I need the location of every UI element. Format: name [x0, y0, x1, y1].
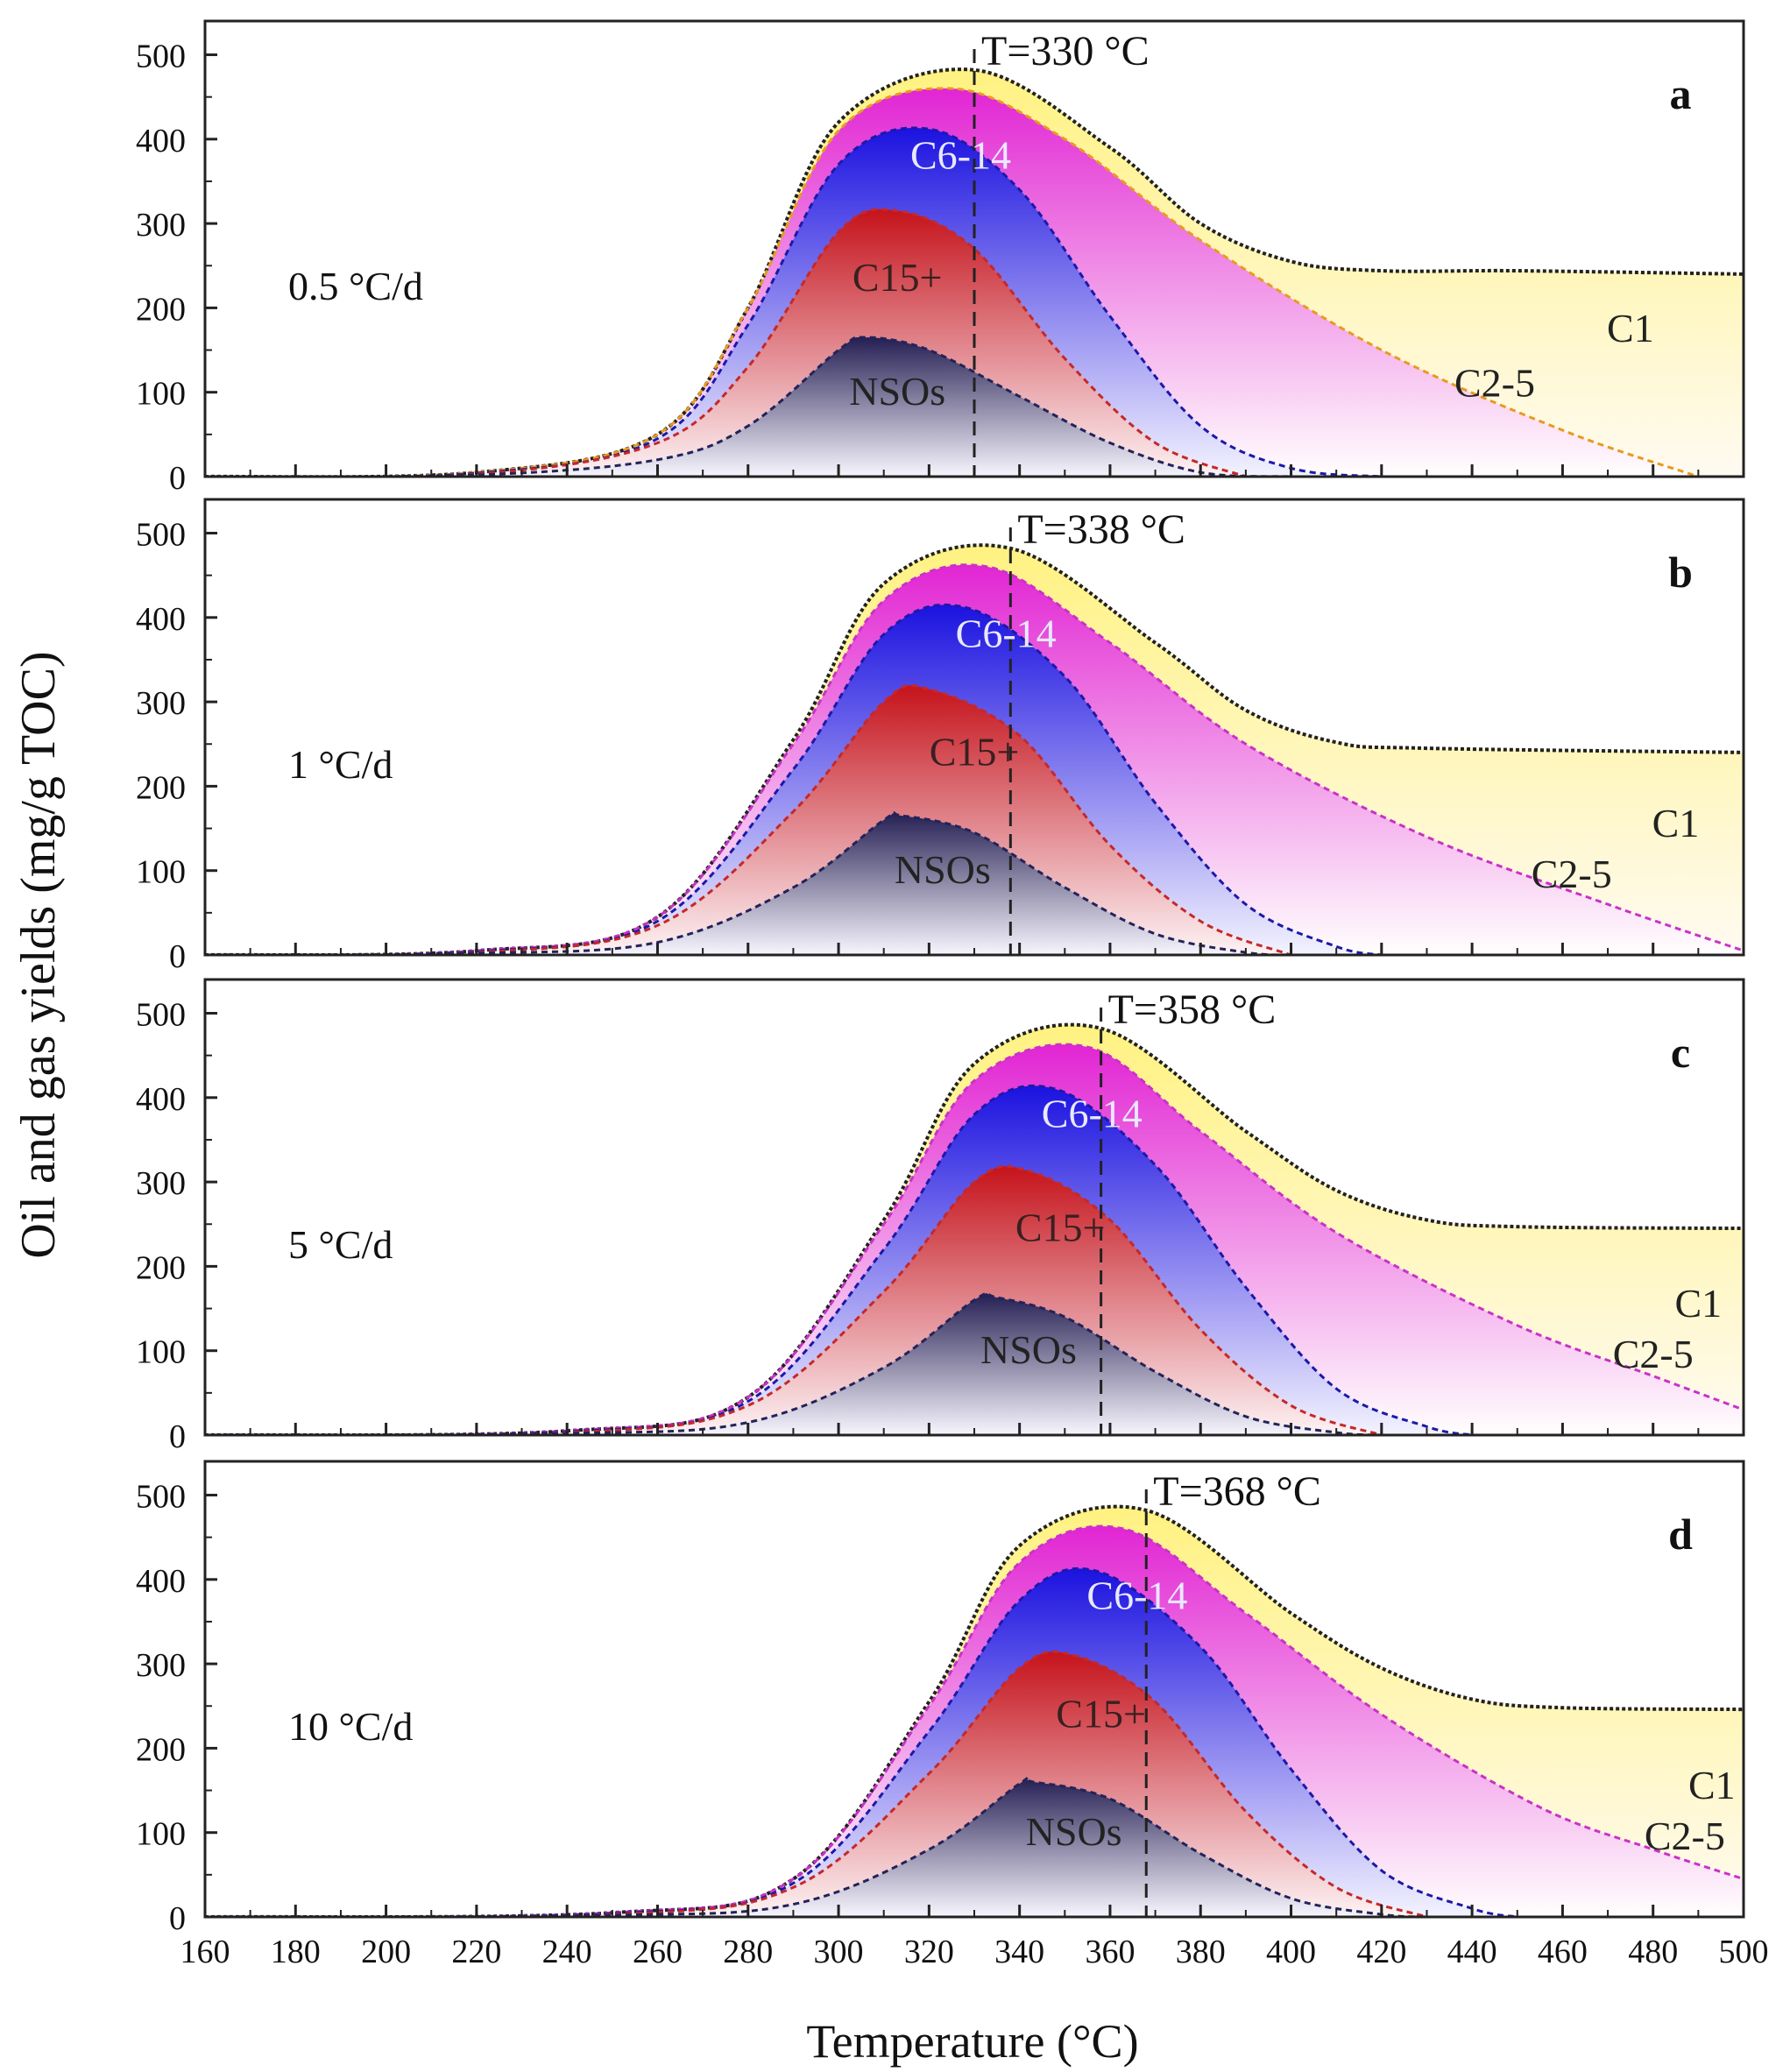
panel-a: 0 100 200 300 400 500 NSOs C15+ C6-14 C2-5 C1 0.5 °… — [136, 19, 1745, 497]
peak-label-c: T=358 °C — [1108, 986, 1277, 1033]
series-label-c15plus-d: C15+ — [1056, 1691, 1146, 1736]
y-tick-label-b-0: 0 — [169, 938, 186, 975]
panel-letter-b: b — [1668, 548, 1693, 597]
series-label-c6-14-d: C6-14 — [1086, 1573, 1187, 1618]
series-label-c1-c: C1 — [1675, 1281, 1723, 1326]
x-tick-label-13: 420 — [1356, 1934, 1406, 1970]
y-tick-label-a-1: 100 — [136, 376, 186, 413]
line-c15plus-d — [205, 1650, 1427, 1917]
area-nsos-c — [205, 1293, 1382, 1435]
x-tick-label-15: 460 — [1538, 1934, 1588, 1970]
series-label-nsos-d: NSOs — [1026, 1809, 1122, 1854]
line-c6-14-d — [205, 1566, 1518, 1917]
area-nsos-a — [205, 336, 1291, 477]
y-tick-label-b-3: 300 — [136, 685, 186, 722]
series-label-c2-5-a: C2-5 — [1454, 361, 1535, 406]
rate-label-b: 1 °C/d — [288, 742, 393, 787]
line-c1-d — [205, 1504, 1744, 1917]
series-label-c15plus-b: C15+ — [930, 729, 1020, 774]
panel-c: 0 100 200 300 400 500 NSOs C15+ C6-14 C2-5 C1 5 °C/… — [136, 978, 1745, 1455]
rate-label-a: 0.5 °C/d — [288, 264, 423, 308]
line-nsos-b — [205, 810, 1291, 955]
line-c1-b — [205, 543, 1744, 955]
panel-d: 0 100 200 300 400 500 160 180 200 220 240 260 280 300… — [136, 1460, 1769, 1970]
line-c1-a — [205, 67, 1744, 477]
y-tick-label-c-0: 0 — [169, 1418, 186, 1455]
line-c15plus-b — [205, 683, 1292, 955]
x-tick-label-3: 220 — [451, 1934, 501, 1970]
x-tick-label-16: 480 — [1628, 1934, 1678, 1970]
y-tick-label-a-3: 300 — [136, 207, 186, 244]
x-tick-label-5: 260 — [633, 1934, 683, 1970]
peak-label-d: T=368 °C — [1153, 1468, 1321, 1515]
y-tick-label-d-3: 300 — [136, 1647, 186, 1684]
y-tick-label-b-2: 200 — [136, 769, 186, 806]
series-label-c15plus-c: C15+ — [1015, 1206, 1106, 1250]
y-tick-label-c-2: 200 — [136, 1249, 186, 1286]
x-tick-label-6: 280 — [723, 1934, 773, 1970]
y-tick-label-c-4: 400 — [136, 1081, 186, 1118]
series-label-c1-a: C1 — [1607, 306, 1654, 350]
y-tick-label-b-4: 400 — [136, 601, 186, 638]
x-tick-label-17: 500 — [1719, 1934, 1769, 1970]
y-tick-label-d-0: 0 — [169, 1900, 186, 1937]
x-tick-label-12: 400 — [1266, 1934, 1316, 1970]
x-tick-label-10: 360 — [1085, 1934, 1135, 1970]
y-tick-label-d-5: 500 — [136, 1479, 186, 1516]
x-tick-label-14: 440 — [1447, 1934, 1497, 1970]
line-c6-14-c — [205, 1084, 1473, 1435]
rate-label-c: 5 °C/d — [288, 1222, 393, 1267]
x-tick-label-4: 240 — [542, 1934, 592, 1970]
x-tick-label-11: 380 — [1176, 1934, 1226, 1970]
line-c2-5-a — [205, 87, 1699, 477]
y-tick-label-a-5: 500 — [136, 39, 186, 75]
area-nsos-d — [205, 1777, 1427, 1917]
peak-label-a: T=330 °C — [981, 28, 1150, 74]
panel-letter-a: a — [1670, 69, 1692, 118]
series-label-nsos-c: NSOs — [980, 1327, 1077, 1372]
y-tick-label-a-2: 200 — [136, 291, 186, 328]
panel-letter-c: c — [1671, 1028, 1690, 1077]
series-label-c2-5-b: C2-5 — [1532, 852, 1612, 896]
y-tick-label-d-2: 200 — [136, 1731, 186, 1768]
panel-b: 0 100 200 300 400 500 NSOs C15+ C6-14 C2-5 C1 1 °C/… — [136, 498, 1745, 975]
y-tick-label-d-4: 400 — [136, 1563, 186, 1600]
y-tick-label-c-1: 100 — [136, 1334, 186, 1371]
line-nsos-a — [205, 336, 1291, 477]
series-label-c6-14-b: C6-14 — [956, 612, 1057, 656]
x-tick-label-8: 320 — [904, 1934, 954, 1970]
y-tick-label-c-5: 500 — [136, 997, 186, 1034]
y-tick-label-a-4: 400 — [136, 123, 186, 159]
series-label-c2-5-c: C2-5 — [1613, 1332, 1694, 1376]
series-label-c1-d: C1 — [1688, 1763, 1736, 1807]
x-tick-label-1: 180 — [271, 1934, 321, 1970]
y-tick-label-b-1: 100 — [136, 854, 186, 891]
peak-label-b: T=338 °C — [1017, 506, 1185, 553]
series-label-c1-b: C1 — [1652, 801, 1700, 845]
series-label-c6-14-c: C6-14 — [1042, 1092, 1143, 1136]
y-tick-label-b-5: 500 — [136, 517, 186, 554]
line-c15plus-a — [205, 208, 1247, 477]
y-tick-label-c-3: 300 — [136, 1165, 186, 1202]
series-label-c2-5-d: C2-5 — [1645, 1814, 1725, 1858]
x-tick-label-0: 160 — [180, 1934, 230, 1970]
area-nsos-b — [205, 812, 1291, 955]
panel-letter-d: d — [1668, 1510, 1693, 1559]
series-label-c15plus-a: C15+ — [853, 255, 943, 300]
series-label-c6-14-a: C6-14 — [910, 133, 1011, 178]
x-tick-label-7: 300 — [814, 1934, 864, 1970]
series-label-nsos-a: NSOs — [849, 369, 945, 414]
rate-label-d: 10 °C/d — [288, 1704, 413, 1749]
y-axis-label: Oil and gas yields (mg/g TOC) — [11, 651, 66, 1258]
y-tick-label-a-0: 0 — [169, 460, 186, 497]
x-tick-label-2: 200 — [361, 1934, 411, 1970]
x-tick-label-9: 340 — [994, 1934, 1044, 1970]
series-label-nsos-b: NSOs — [895, 847, 991, 892]
x-axis-label: Temperature (°C) — [806, 2015, 1138, 2068]
y-tick-label-d-1: 100 — [136, 1816, 186, 1853]
panels: 0 100 200 300 400 500 NSOs C15+ C6-14 C2-5 C1 0.5 °… — [136, 19, 1769, 1970]
